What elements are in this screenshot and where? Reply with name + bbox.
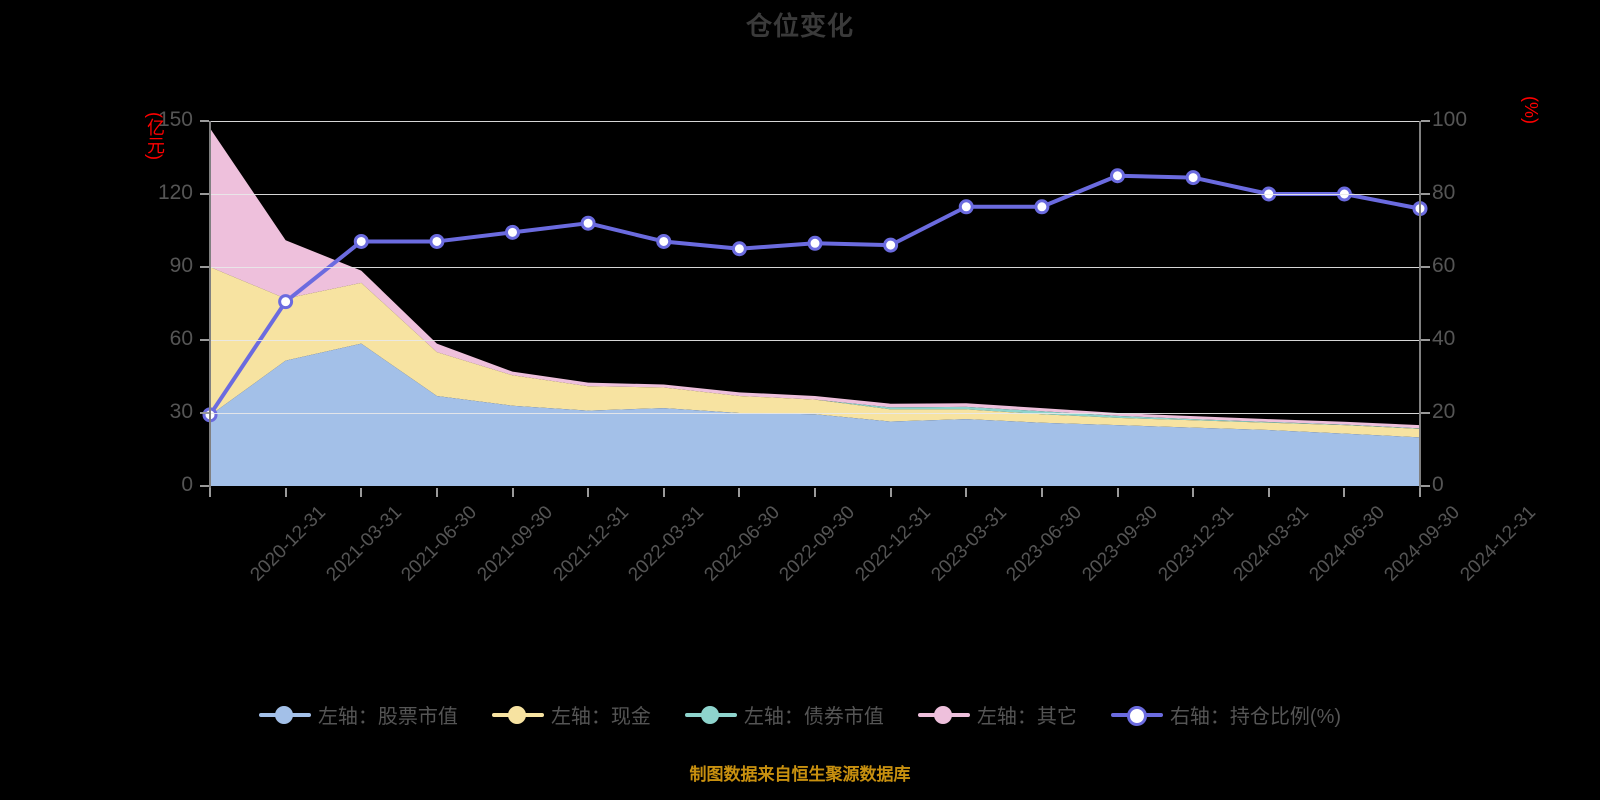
- x-axis-tick: [889, 488, 892, 497]
- left-axis-tick: [200, 193, 209, 195]
- x-axis-tick: [1267, 488, 1270, 497]
- left-axis-tick: [200, 120, 209, 122]
- legend-symbol: [917, 705, 970, 724]
- data-point-marker[interactable]: [1110, 168, 1125, 184]
- legend-symbol: [258, 705, 311, 724]
- legend-item[interactable]: 左轴：股票市值: [258, 700, 458, 729]
- legend-item[interactable]: 左轴：现金: [491, 700, 651, 729]
- x-axis-tick: [1192, 488, 1195, 497]
- legend-label: 左轴：其它: [976, 706, 1077, 728]
- x-axis-tick: [965, 488, 968, 497]
- chart-legend: 左轴：股票市值 左轴：现金 左轴：债券市值 左轴：其它 右轴：持仓比例(%): [0, 700, 1600, 729]
- data-point-marker[interactable]: [580, 215, 596, 231]
- left-axis-tick-label: 60: [169, 327, 193, 350]
- left-axis-tick-label: 150: [157, 108, 193, 131]
- legend-marker-dot: [507, 705, 526, 724]
- legend-item[interactable]: 左轴：其它: [917, 700, 1077, 729]
- legend-marker-dot: [1126, 705, 1147, 726]
- left-axis-unit: (亿元): [145, 112, 165, 160]
- right-axis-tick-label: 40: [1432, 327, 1456, 350]
- right-axis-tick-label: 20: [1432, 400, 1456, 423]
- left-axis-tick-label: 90: [169, 254, 193, 277]
- gridline: [210, 194, 1420, 195]
- legend-marker-dot: [274, 705, 293, 724]
- right-axis-tick: [1421, 339, 1430, 341]
- legend-label: 左轴：现金: [550, 706, 651, 728]
- right-axis-tick: [1421, 193, 1430, 195]
- data-point-marker[interactable]: [731, 241, 747, 257]
- legend-marker-dot: [933, 705, 952, 724]
- left-axis-tick: [200, 485, 209, 487]
- right-axis-tick: [1421, 120, 1430, 122]
- x-axis-tick: [435, 488, 438, 497]
- data-point-marker[interactable]: [1185, 170, 1201, 186]
- x-axis-tick: [1419, 488, 1421, 497]
- x-axis-tick: [511, 488, 514, 497]
- legend-item[interactable]: 左轴：债券市值: [684, 700, 884, 729]
- x-axis-tick: [284, 488, 287, 497]
- x-axis-tick: [360, 488, 363, 497]
- data-point-marker[interactable]: [278, 294, 294, 310]
- gridline: [210, 267, 1420, 268]
- legend-symbol: [1110, 705, 1163, 726]
- right-axis-tick: [1421, 412, 1430, 414]
- left-axis-line: [209, 121, 211, 489]
- x-axis-tick: [814, 488, 816, 497]
- area-series: [210, 343, 1420, 486]
- gridline: [210, 413, 1420, 414]
- left-axis-tick-label: 30: [169, 400, 193, 423]
- data-point-marker[interactable]: [656, 233, 672, 249]
- right-axis-tick: [1421, 266, 1430, 268]
- data-point-marker[interactable]: [429, 233, 445, 249]
- left-axis-tick-label: 120: [157, 181, 193, 204]
- right-axis-tick-label: 80: [1432, 181, 1456, 204]
- legend-label: 右轴：持仓比例(%): [1169, 706, 1342, 728]
- x-axis-tick: [587, 488, 590, 497]
- legend-marker-dot: [700, 705, 719, 724]
- left-axis-tick: [200, 339, 209, 341]
- left-axis-tick: [200, 412, 209, 414]
- right-axis-line: [1419, 121, 1421, 489]
- x-axis-tick: [738, 488, 741, 497]
- legend-symbol: [491, 705, 544, 724]
- legend-label: 左轴：债券市值: [743, 706, 884, 728]
- area-series: [210, 267, 1420, 438]
- x-axis-tick: [1343, 488, 1346, 497]
- left-axis-tick-label: 0: [181, 473, 193, 496]
- data-point-marker[interactable]: [807, 235, 823, 251]
- x-axis-tick: [662, 488, 665, 497]
- chart-footer-note: 制图数据来自恒生聚源数据库: [689, 765, 911, 784]
- right-axis-tick-label: 100: [1432, 108, 1468, 131]
- x-axis-tick: [1040, 488, 1043, 497]
- data-point-marker[interactable]: [883, 237, 899, 253]
- right-axis-unit: (%): [1521, 96, 1541, 124]
- right-axis-tick: [1421, 485, 1430, 487]
- legend-label: 左轴：股票市值: [317, 706, 458, 728]
- data-point-marker[interactable]: [1034, 199, 1050, 215]
- left-axis-tick: [200, 266, 209, 268]
- data-point-marker[interactable]: [958, 199, 974, 215]
- chart-title: 仓位变化: [745, 11, 854, 41]
- x-axis-tick: [1116, 488, 1119, 497]
- gridline: [210, 121, 1420, 122]
- data-point-marker[interactable]: [353, 233, 369, 249]
- gridline: [210, 340, 1420, 341]
- right-axis-tick-label: 60: [1432, 254, 1456, 277]
- legend-symbol: [684, 705, 737, 724]
- legend-item[interactable]: 右轴：持仓比例(%): [1110, 700, 1342, 729]
- x-axis-tick: [209, 488, 211, 497]
- data-point-marker[interactable]: [505, 224, 520, 240]
- right-axis-tick-label: 0: [1432, 473, 1444, 496]
